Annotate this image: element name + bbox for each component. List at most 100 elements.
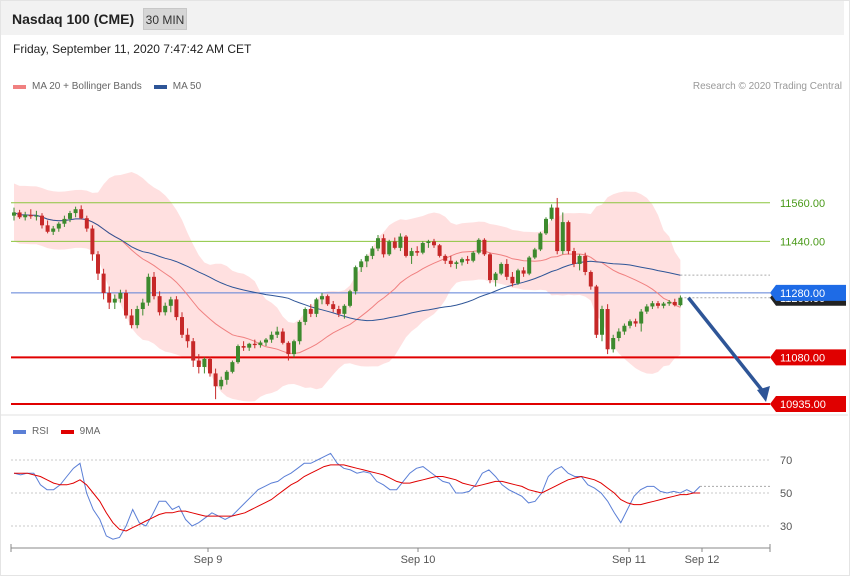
candle-body [23,215,28,218]
candle-body [163,305,168,313]
ma9-swatch-icon [60,429,74,434]
candle-body [90,228,95,255]
support1-tag: 11080.00 [770,349,846,366]
candle-body [437,245,442,256]
candle-body [331,304,336,310]
candle-body [84,218,89,229]
candle-body [353,267,358,292]
support2-tag-bg [770,396,846,412]
candle-body [678,297,683,306]
candle-body [398,236,403,248]
candle-body [292,341,296,355]
candle-body [174,299,179,318]
x-tick-label-1: Sep 10 [401,554,436,566]
level-label-11560.00: 11560.00 [780,198,825,210]
candle-body [107,292,112,303]
candle-body [28,215,33,217]
candle-body [56,223,61,229]
candle-body [101,273,106,293]
candle-body [342,305,347,314]
main-legend: MA 20 + Bollinger Bands MA 50 [13,81,213,92]
candle-body [605,309,610,350]
rsi-tick-30: 30 [780,521,792,533]
rsi-swatch-icon [13,429,26,434]
chart-datetime: Friday, September 11, 2020 7:47:42 AM CE… [13,42,252,56]
ma50-line [13,211,681,322]
candle-body [202,358,207,367]
candle-body [320,296,324,300]
candle-body [527,257,532,274]
candle-body [224,371,229,380]
candle-body [644,306,649,312]
candle-body [588,272,593,287]
rsi-tick-50: 50 [780,488,792,500]
candle-body [572,251,576,264]
candle-body [73,209,78,214]
timeframe-button[interactable]: 30 MIN [143,8,187,30]
legend-9ma-label: 9MA [79,426,101,437]
level-label-11440.00: 11440.00 [780,236,825,248]
candle-body [516,270,520,284]
candle-body [336,309,341,314]
candle-body [667,301,672,304]
ma50-swatch-icon [153,84,167,89]
candle-body [471,252,476,261]
support2-tag-text: 10935.00 [780,399,826,411]
candle-body [140,302,145,310]
candle-body [280,331,285,343]
candle-body [622,325,627,332]
rsi-series-RSI [13,452,701,540]
candle-body [269,334,274,340]
candle-body [661,303,666,306]
candle-body [168,299,173,306]
candle-body [62,218,67,224]
candle-body [432,241,436,246]
candle-body [370,248,375,256]
candle-body [264,339,268,343]
candle-body [443,255,448,261]
pivot-tag: 11280.00 [770,284,846,301]
candle-body [241,346,246,348]
candle-body [544,218,548,234]
candle-body [79,209,84,219]
x-tick-label-2: Sep 11 [612,554,646,566]
candle-body [286,342,291,355]
candle-body [146,276,151,303]
candle-body [381,238,386,255]
ma20-swatch-icon [13,84,26,89]
candle-body [409,251,414,256]
legend-ma20: MA 20 + Bollinger Bands [13,81,142,92]
candle-body [504,263,509,277]
candle-body [521,270,526,274]
legend-ma50-label: MA 50 [172,81,202,92]
candle-body [560,222,565,252]
x-tick-label-0: Sep 9 [194,554,223,566]
candle-body [359,261,364,268]
candle-body [191,341,196,361]
candle-body [157,296,162,313]
candle-body [594,286,599,335]
candle-body [180,317,184,335]
candle-body [152,276,156,297]
candle-body [465,259,470,261]
candle-body [448,260,453,264]
legend-rsi: RSI [13,426,49,437]
forecast-arrow [687,296,767,396]
candle-body [499,263,504,274]
candle-body [488,254,492,281]
pivot-tag-text: 11280.00 [780,288,825,300]
candle-body [185,334,190,342]
candle-body [275,331,280,335]
credit-text: Research © 2020 Trading Central [692,81,842,92]
candle-body [460,259,464,263]
rsi-series-9MA [14,464,700,532]
legend-ma20-label: MA 20 + Bollinger Bands [32,81,142,92]
candle-body [600,309,604,335]
candle-body [493,273,498,281]
candle-body [308,309,313,314]
candle-body [219,379,224,387]
chart-header: Nasdaq 100 (CME) 30 MIN [1,1,844,35]
candle-body [616,331,621,338]
candle-body [376,238,380,249]
candle-body [303,309,308,322]
